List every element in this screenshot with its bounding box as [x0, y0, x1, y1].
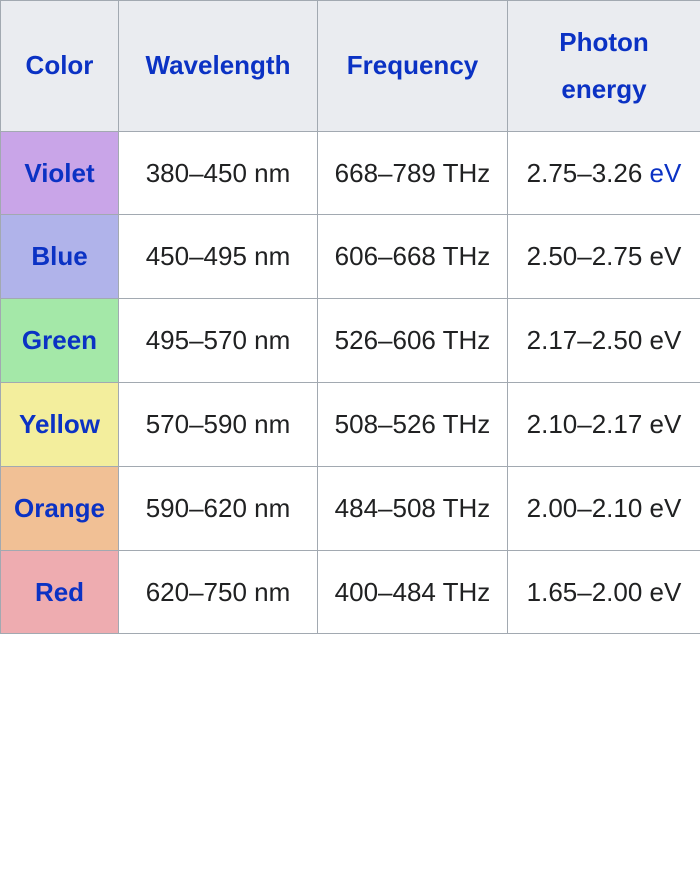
row-color-cell: Orange	[1, 466, 119, 550]
wavelength-cell: 590–620 nm	[119, 466, 318, 550]
table-row: Blue 450–495 nm 606–668 THz 2.50–2.75 eV	[1, 215, 700, 299]
spectrum-table: Color Wavelength Frequency Photon energy…	[0, 0, 700, 634]
row-color-cell: Red	[1, 550, 119, 634]
color-name-link[interactable]: Violet	[24, 158, 94, 188]
table-row: Red 620–750 nm 400–484 THz 1.65–2.00 eV	[1, 550, 700, 634]
col-header-frequency: Frequency	[318, 1, 508, 132]
table-row: Violet 380–450 nm 668–789 THz 2.75–3.26 …	[1, 131, 700, 215]
header-row: Color Wavelength Frequency Photon energy	[1, 1, 700, 132]
wavelength-cell: 450–495 nm	[119, 215, 318, 299]
color-name-link[interactable]: Orange	[14, 493, 105, 523]
wavelength-cell: 380–450 nm	[119, 131, 318, 215]
color-name-link[interactable]: Blue	[31, 241, 87, 271]
energy-cell: 2.17–2.50 eV	[508, 299, 700, 383]
wavelength-cell: 570–590 nm	[119, 382, 318, 466]
ev-link[interactable]: eV	[650, 158, 682, 188]
energy-value: 2.75–3.26	[527, 158, 650, 188]
color-name-link[interactable]: Yellow	[19, 409, 100, 439]
color-name-link[interactable]: Red	[35, 577, 84, 607]
energy-cell: 1.65–2.00 eV	[508, 550, 700, 634]
col-header-wavelength-link[interactable]: Wavelength	[146, 50, 291, 80]
row-color-cell: Blue	[1, 215, 119, 299]
col-header-wavelength: Wavelength	[119, 1, 318, 132]
energy-cell: 2.10–2.17 eV	[508, 382, 700, 466]
table-row: Orange 590–620 nm 484–508 THz 2.00–2.10 …	[1, 466, 700, 550]
frequency-cell: 606–668 THz	[318, 215, 508, 299]
col-header-energy: Photon energy	[508, 1, 700, 132]
frequency-cell: 400–484 THz	[318, 550, 508, 634]
row-color-cell: Yellow	[1, 382, 119, 466]
energy-cell: 2.50–2.75 eV	[508, 215, 700, 299]
col-header-energy-link[interactable]: Photon energy	[559, 27, 649, 104]
row-color-cell: Green	[1, 299, 119, 383]
energy-cell: 2.00–2.10 eV	[508, 466, 700, 550]
frequency-cell: 484–508 THz	[318, 466, 508, 550]
frequency-cell: 526–606 THz	[318, 299, 508, 383]
wavelength-cell: 620–750 nm	[119, 550, 318, 634]
col-header-color: Color	[1, 1, 119, 132]
table-row: Green 495–570 nm 526–606 THz 2.17–2.50 e…	[1, 299, 700, 383]
frequency-cell: 508–526 THz	[318, 382, 508, 466]
energy-cell: 2.75–3.26 eV	[508, 131, 700, 215]
col-header-color-link[interactable]: Color	[26, 50, 94, 80]
wavelength-cell: 495–570 nm	[119, 299, 318, 383]
table-row: Yellow 570–590 nm 508–526 THz 2.10–2.17 …	[1, 382, 700, 466]
row-color-cell: Violet	[1, 131, 119, 215]
col-header-frequency-link[interactable]: Frequency	[347, 50, 479, 80]
frequency-cell: 668–789 THz	[318, 131, 508, 215]
color-name-link[interactable]: Green	[22, 325, 97, 355]
table-body: Violet 380–450 nm 668–789 THz 2.75–3.26 …	[1, 131, 700, 634]
